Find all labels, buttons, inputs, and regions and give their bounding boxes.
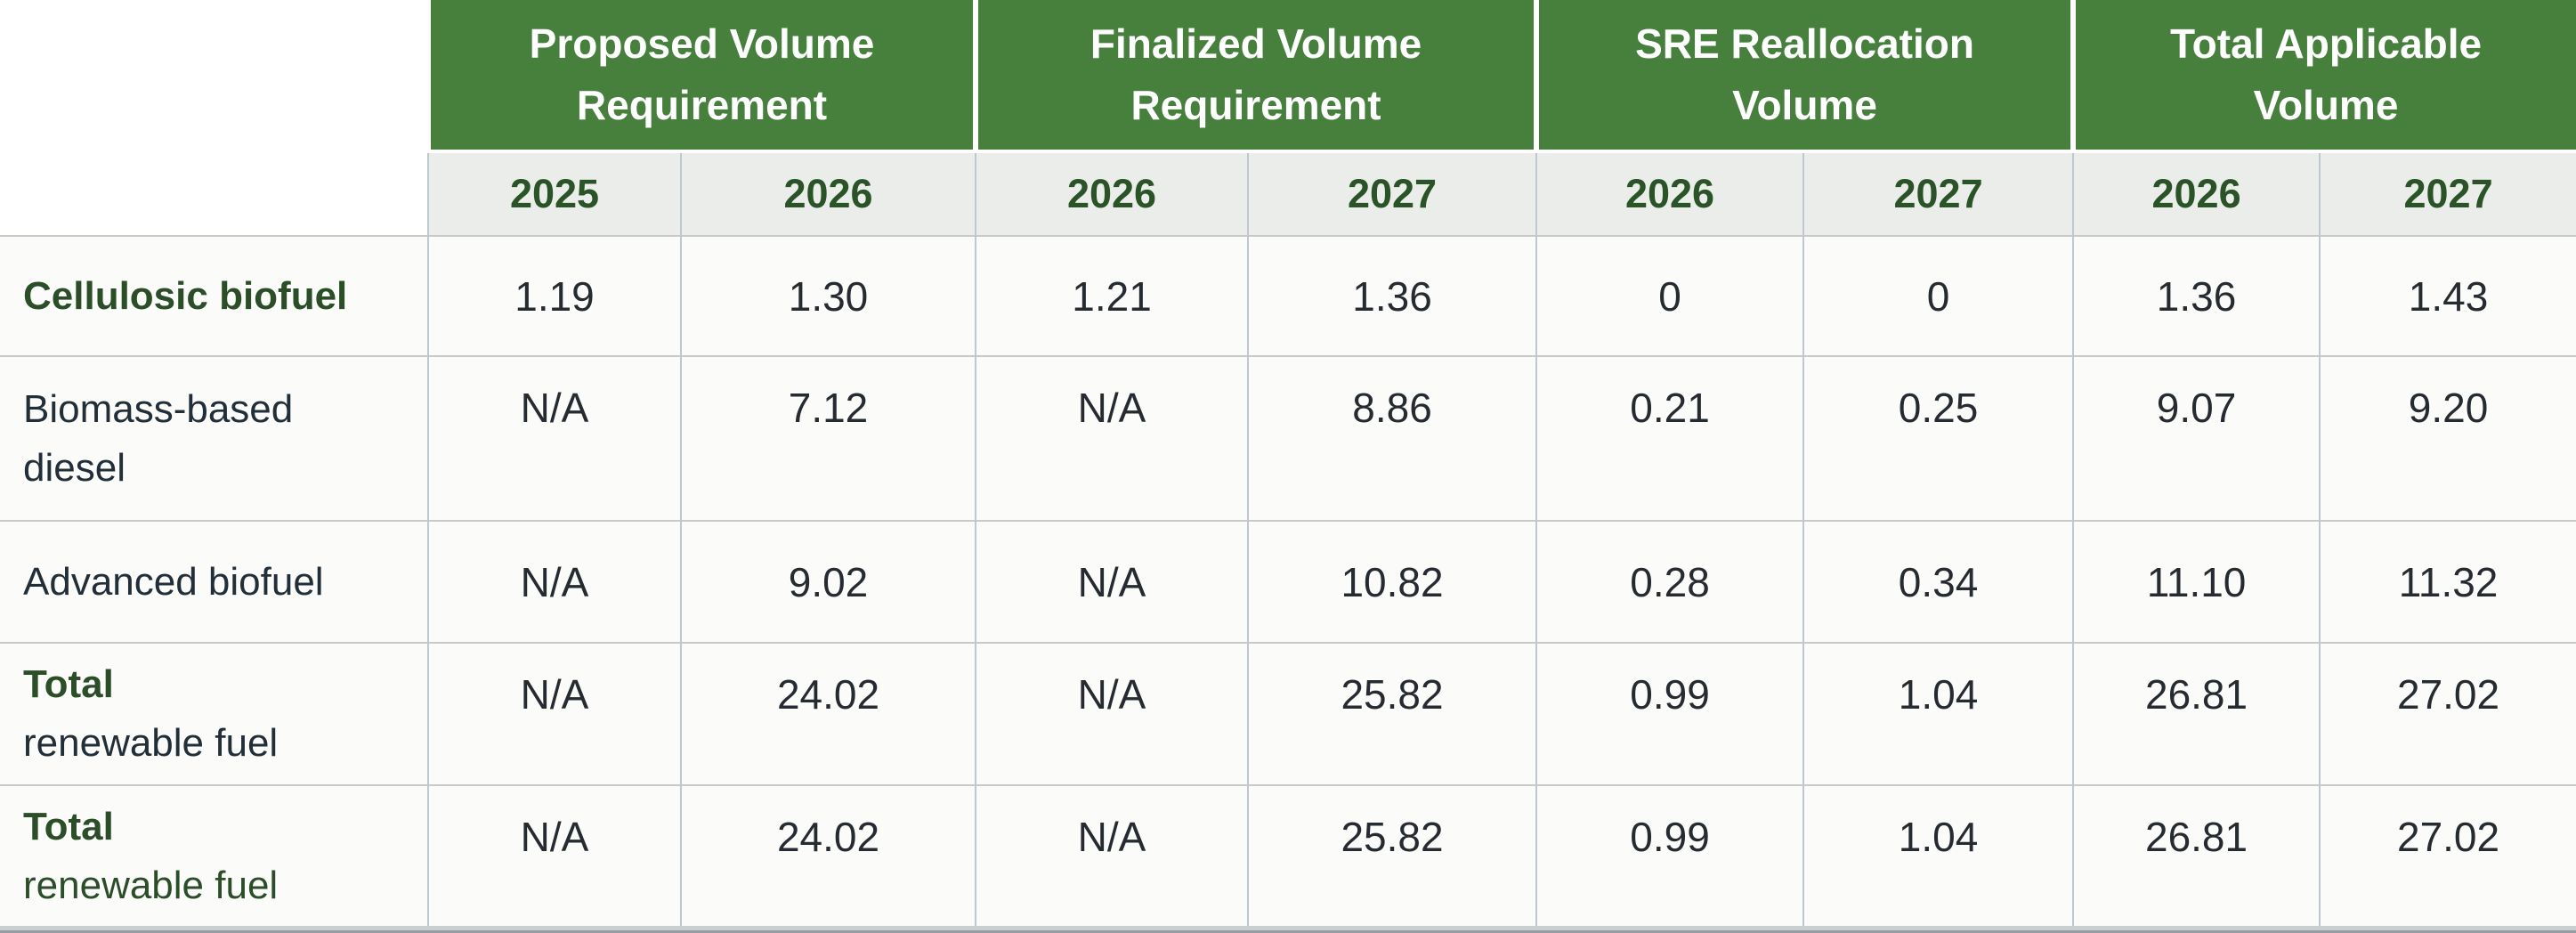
row-label-line: diesel bbox=[23, 445, 126, 490]
value-cell: 1.43 bbox=[2319, 235, 2576, 356]
row-label: Advanced biofuel bbox=[0, 520, 428, 643]
value-cell: 0.21 bbox=[1535, 355, 1804, 521]
year-header: 2026 bbox=[2072, 150, 2321, 236]
row-label-line: Total bbox=[23, 804, 114, 848]
value-cell: 0.99 bbox=[1535, 642, 1804, 785]
value-cell: 0.99 bbox=[1535, 784, 1804, 926]
value-cell: 10.82 bbox=[1247, 520, 1537, 643]
value-cell: 1.36 bbox=[2072, 235, 2321, 356]
value-cell: 1.21 bbox=[975, 235, 1249, 356]
year-header: 2027 bbox=[1247, 150, 1537, 236]
value-cell: N/A bbox=[427, 520, 681, 643]
value-cell: 0 bbox=[1802, 235, 2074, 356]
value-cell: 0.28 bbox=[1535, 520, 1804, 643]
row-label: Total renewable fuel bbox=[0, 784, 428, 926]
value-cell: 24.02 bbox=[679, 784, 976, 926]
value-cell: N/A bbox=[975, 784, 1249, 926]
year-header: 2026 bbox=[1535, 150, 1804, 236]
value-cell: N/A bbox=[975, 355, 1249, 521]
value-cell: 1.04 bbox=[1802, 784, 2074, 926]
value-cell: N/A bbox=[975, 642, 1249, 785]
value-cell: 11.32 bbox=[2319, 520, 2576, 643]
corner-cell bbox=[0, 0, 428, 151]
value-cell: 25.82 bbox=[1247, 784, 1537, 926]
column-group-finalized-volume: Finalized Volume Requirement bbox=[973, 0, 1537, 151]
column-group-sre-reallocation: SRE Reallocation Volume bbox=[1534, 0, 2074, 151]
row-label-line: Advanced biofuel bbox=[23, 559, 324, 604]
value-cell: 27.02 bbox=[2319, 784, 2576, 926]
table-bottom-border bbox=[0, 926, 2576, 933]
row-label: Biomass-based diesel bbox=[0, 355, 428, 521]
value-cell: 1.04 bbox=[1802, 642, 2074, 785]
row-label-line: renewable fuel bbox=[23, 863, 279, 907]
value-cell: 1.19 bbox=[427, 235, 681, 356]
table-row-total-renewable-fuel: Total renewable fuel N/A 24.02 N/A 25.82… bbox=[0, 642, 2576, 785]
value-cell: 9.07 bbox=[2072, 355, 2321, 521]
year-header-row: 2025 2026 2026 2027 2026 2027 2026 2027 bbox=[0, 150, 2576, 236]
corner-cell bbox=[0, 151, 428, 236]
year-header: 2027 bbox=[1802, 150, 2074, 236]
value-cell: 1.30 bbox=[679, 235, 976, 356]
table-row-total-renewable-fuel: Total renewable fuel N/A 24.02 N/A 25.82… bbox=[0, 784, 2576, 926]
column-group-header-row: Proposed Volume Requirement Finalized Vo… bbox=[0, 0, 2576, 151]
row-label-line: renewable fuel bbox=[23, 721, 279, 765]
value-cell: 27.02 bbox=[2319, 642, 2576, 785]
table-row-biomass-based-diesel: Biomass-based diesel N/A 7.12 N/A 8.86 0… bbox=[0, 355, 2576, 521]
column-group-proposed-volume: Proposed Volume Requirement bbox=[425, 0, 976, 151]
value-cell: 0 bbox=[1535, 235, 1804, 356]
value-cell: N/A bbox=[975, 520, 1249, 643]
year-header: 2026 bbox=[679, 150, 976, 236]
value-cell: 24.02 bbox=[679, 642, 976, 785]
value-cell: 25.82 bbox=[1247, 642, 1537, 785]
year-header: 2027 bbox=[2319, 150, 2576, 236]
value-cell: N/A bbox=[427, 642, 681, 785]
value-cell: 11.10 bbox=[2072, 520, 2321, 643]
table-row-advanced-biofuel: Advanced biofuel N/A 9.02 N/A 10.82 0.28… bbox=[0, 520, 2576, 643]
value-cell: N/A bbox=[427, 784, 681, 926]
year-header: 2025 bbox=[427, 150, 681, 236]
value-cell: N/A bbox=[427, 355, 681, 521]
value-cell: 9.02 bbox=[679, 520, 976, 643]
value-cell: 26.81 bbox=[2072, 784, 2321, 926]
row-label: Total renewable fuel bbox=[0, 642, 428, 785]
value-cell: 9.20 bbox=[2319, 355, 2576, 521]
value-cell: 26.81 bbox=[2072, 642, 2321, 785]
table-row-cellulosic-biofuel: Cellulosic biofuel 1.19 1.30 1.21 1.36 0… bbox=[0, 235, 2576, 356]
row-label: Cellulosic biofuel bbox=[0, 235, 428, 356]
value-cell: 8.86 bbox=[1247, 355, 1537, 521]
value-cell: 1.36 bbox=[1247, 235, 1537, 356]
value-cell: 0.34 bbox=[1802, 520, 2074, 643]
year-header: 2026 bbox=[975, 150, 1249, 236]
row-label-line: Cellulosic biofuel bbox=[23, 273, 348, 318]
value-cell: 0.25 bbox=[1802, 355, 2074, 521]
column-group-total-applicable: Total Applicable Volume bbox=[2070, 0, 2576, 151]
value-cell: 7.12 bbox=[679, 355, 976, 521]
row-label-line: Total bbox=[23, 662, 114, 706]
row-label-line: Biomass-based bbox=[23, 386, 294, 431]
